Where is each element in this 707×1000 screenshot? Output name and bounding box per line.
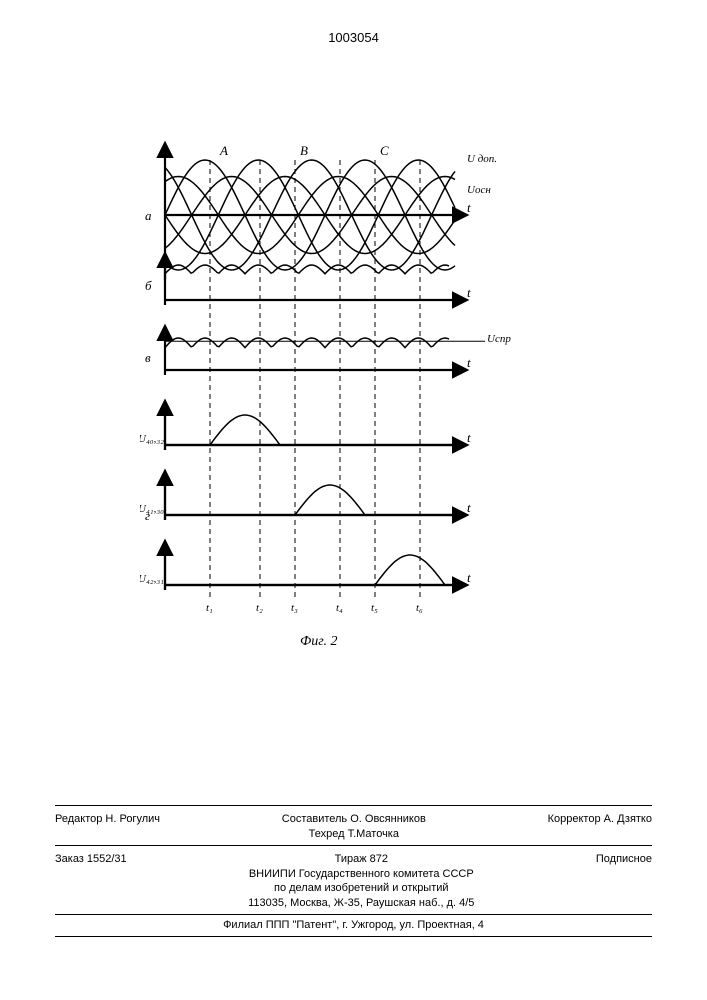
tech: Техред Т.Маточка: [309, 828, 399, 840]
svg-text:A: A: [219, 143, 228, 158]
svg-text:C: C: [380, 143, 389, 158]
svg-text:U₄₁,₃₀: U₄₁,₃₀: [140, 503, 164, 515]
svg-text:t: t: [467, 200, 471, 215]
svg-text:t₆: t₆: [416, 602, 423, 614]
compiler: Составитель О. Овсянников: [282, 813, 426, 825]
order: Заказ 1552/31: [55, 852, 127, 911]
svg-text:U₄₂,₃₁: U₄₂,₃₁: [140, 573, 164, 585]
committee2: по делам изобретений и открытий: [274, 882, 449, 894]
svg-text:Uспр: Uспр: [487, 333, 511, 345]
svg-text:U доп.: U доп.: [467, 153, 497, 165]
svg-text:t: t: [467, 430, 471, 445]
committee1: ВНИИПИ Государственного комитета СССР: [249, 868, 474, 880]
svg-text:B: B: [300, 143, 308, 158]
corrector: Корректор А. Дзятко: [548, 812, 652, 842]
svg-text:t₄: t₄: [336, 602, 343, 614]
svg-text:t: t: [467, 500, 471, 515]
svg-text:г: г: [145, 508, 150, 523]
subscription: Подписное: [596, 852, 652, 911]
footer-block: Редактор Н. Рогулич Составитель О. Овсян…: [55, 802, 652, 940]
svg-text:U₄₀,₃₂: U₄₀,₃₂: [140, 433, 164, 445]
svg-text:Фиг. 2: Фиг. 2: [300, 634, 338, 649]
editor: Редактор Н. Рогулич: [55, 812, 160, 842]
svg-text:t: t: [467, 285, 471, 300]
svg-text:Uосн: Uосн: [467, 184, 491, 196]
page-number: 1003054: [0, 30, 707, 45]
tirage: Тираж 872: [335, 853, 388, 865]
svg-text:а: а: [145, 208, 152, 223]
svg-text:t: t: [467, 355, 471, 370]
svg-text:t₅: t₅: [371, 602, 378, 614]
svg-text:в: в: [145, 350, 151, 365]
branch: Филиал ППП "Патент", г. Ужгород, ул. Про…: [55, 918, 652, 933]
address: 113035, Москва, Ж-35, Раушская наб., д. …: [248, 897, 474, 909]
svg-text:t: t: [467, 570, 471, 585]
svg-text:б: б: [145, 278, 152, 293]
svg-text:t₁: t₁: [206, 602, 213, 614]
svg-text:t₃: t₃: [291, 602, 298, 614]
waveform-diagram: A B C U доп. Uосн t а t б Uспр t в t U₄₀,₃₂ t U₄₁,₃₀ t U₄…: [140, 85, 560, 685]
svg-text:t₂: t₂: [256, 602, 263, 614]
